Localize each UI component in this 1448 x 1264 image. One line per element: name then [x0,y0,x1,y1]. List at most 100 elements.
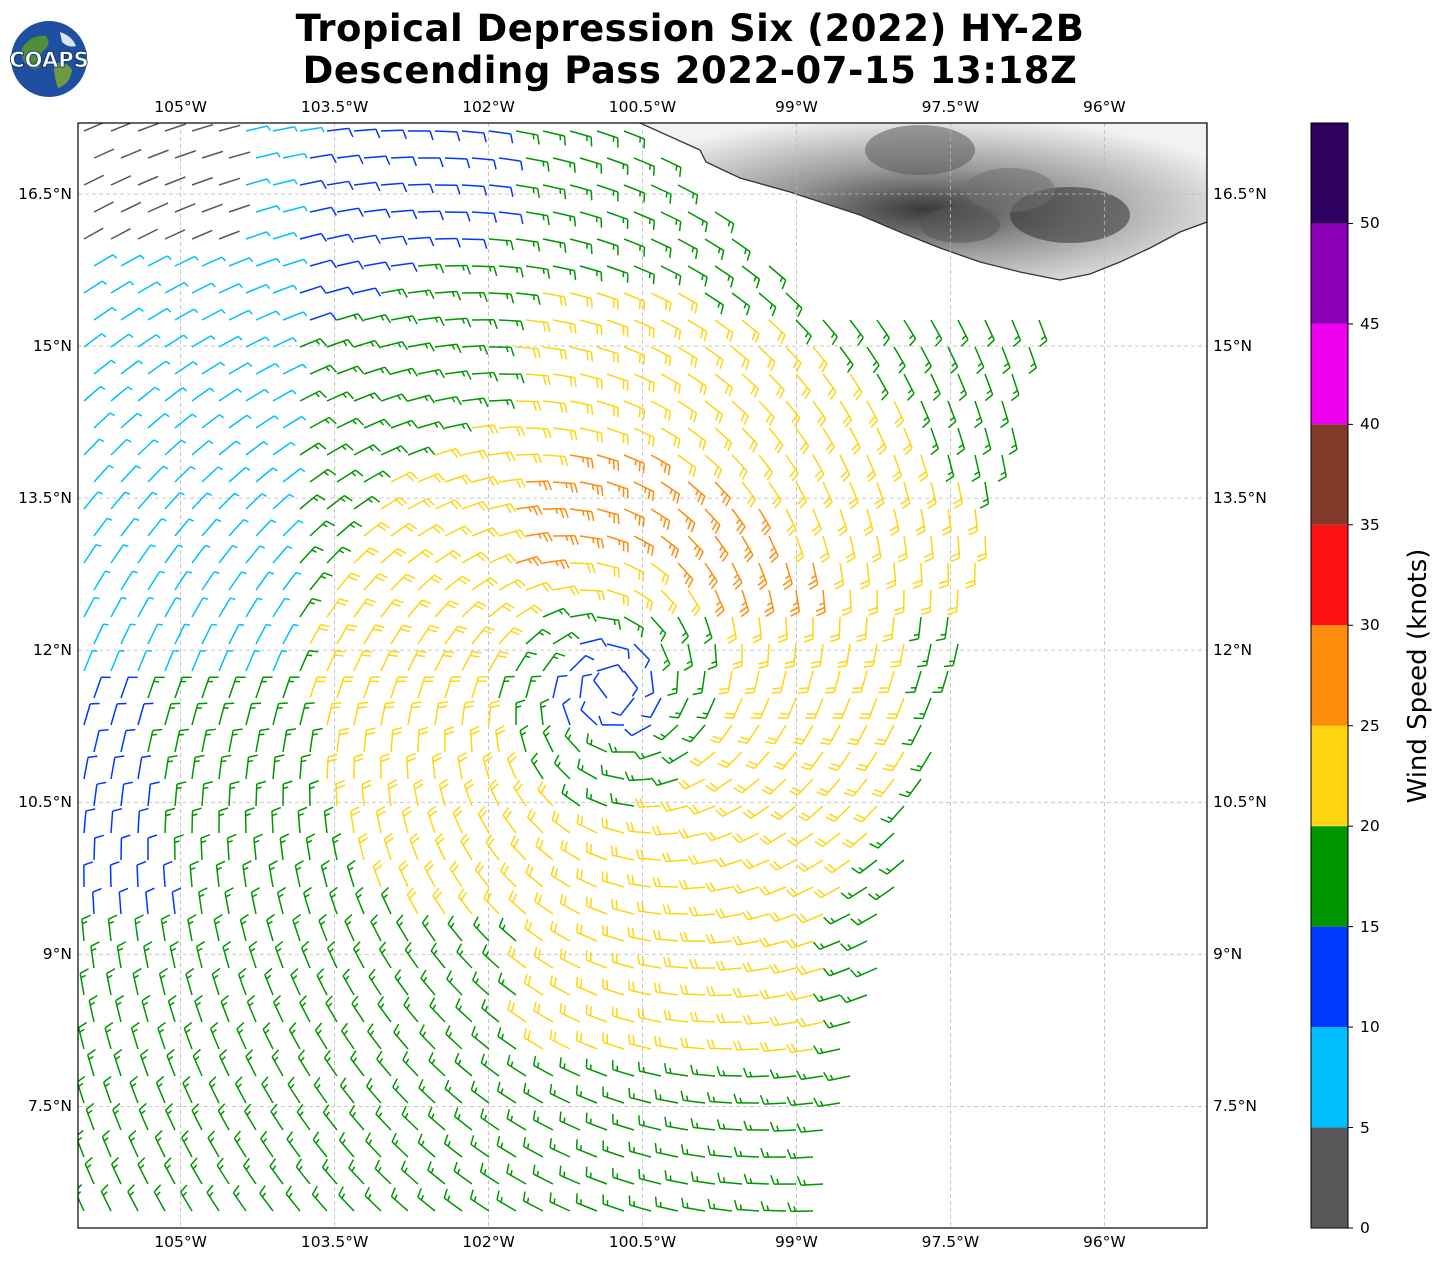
wind-barb [370,914,382,942]
wind-barb [299,179,327,190]
wind-barb [341,1022,355,1050]
wind-barb [174,255,199,267]
wind-barb [377,996,392,1023]
wind-barb [326,443,354,456]
wind-barb [93,359,116,375]
wind-barb [353,234,381,245]
wind-barb [201,781,214,807]
wind-barb [840,886,868,900]
wind-barb [824,670,841,694]
wind-barb [418,1078,436,1104]
wind-barb [349,1104,365,1131]
wind-barb [696,697,716,719]
wind-barb [542,400,568,414]
wind-barb [218,702,235,726]
wind-barb [664,1170,689,1185]
wind-barb [461,238,488,249]
wind-barb [78,1183,85,1212]
x-tick-label-top: 99°W [775,98,818,116]
wind-barb [786,1149,814,1160]
wind-barb [768,373,785,399]
wind-barb [147,570,165,591]
wind-barb [633,265,655,285]
wind-barb [336,313,365,322]
wind-barb [407,446,436,456]
wind-barb [309,312,338,321]
wind-barb [313,1076,328,1104]
wind-barb [201,256,227,267]
wind-barb [228,571,247,591]
wind-barb [326,495,353,510]
wind-barb [742,962,770,973]
wind-barb [677,508,696,533]
wind-barb [974,346,985,375]
wind-barb [741,373,759,398]
wind-barb [553,754,571,780]
wind-barb [250,887,260,915]
wind-barb [130,1021,140,1050]
wind-barb [742,1014,770,1025]
wind-barb [498,373,525,384]
wind-barb [336,521,363,537]
x-tick-label-bottom: 100.5°W [608,1233,677,1251]
wind-barb [407,183,434,194]
wind-barb [272,754,285,780]
wind-barb [470,1135,490,1158]
wind-barb [805,697,824,720]
wind-barb [195,940,206,969]
wind-barb [474,861,490,888]
wind-barb [326,180,354,191]
wind-barb [137,281,162,294]
wind-barb [390,1187,409,1212]
wind-barb [813,1045,841,1055]
wind-barb [81,914,91,942]
wind-barb [497,1027,517,1050]
wind-barb [158,967,168,996]
wind-barb [913,697,932,720]
wind-barb [796,1176,824,1186]
wind-barb [796,1017,824,1028]
wind-barb [147,623,163,645]
wind-barb [497,972,517,996]
wind-barb [813,886,841,899]
wind-barb [452,805,463,834]
wind-barb [217,1103,230,1131]
wind-barb [768,481,782,509]
wind-barb [245,650,260,672]
wind-barb [363,208,391,219]
wind-barb [112,1102,122,1131]
wind-barb [664,1116,689,1131]
wind-barb [874,481,885,510]
wind-barb [120,676,138,699]
wind-barb [585,788,608,807]
wind-barb [137,755,152,780]
wind-barb [743,1173,770,1185]
wind-barb [282,519,304,537]
wind-barb [677,292,698,314]
wind-barb [326,701,342,726]
wind-barb [457,752,468,780]
colorbar-segment [1311,223,1348,324]
wind-barb [506,1054,527,1077]
wind-barb [637,1061,662,1077]
wind-barb [357,832,369,861]
wind-barb [228,151,251,159]
wind-barb [469,725,480,753]
wind-barb [542,507,569,519]
wind-barb [323,1049,338,1077]
wind-barb [166,1048,176,1077]
wind-barb [626,874,652,888]
wind-barb [523,1082,544,1104]
wind-barb [606,211,629,229]
wind-barb [321,1158,338,1185]
wind-barb [407,130,434,141]
wind-barb [363,314,392,324]
wind-barb [297,806,308,834]
wind-barb [579,319,603,336]
wind-barb [498,319,525,331]
wind-barb [380,182,408,193]
wind-barb [823,859,851,874]
wind-barb [83,702,100,726]
wind-barb [220,994,230,1023]
wind-barb [417,676,435,699]
